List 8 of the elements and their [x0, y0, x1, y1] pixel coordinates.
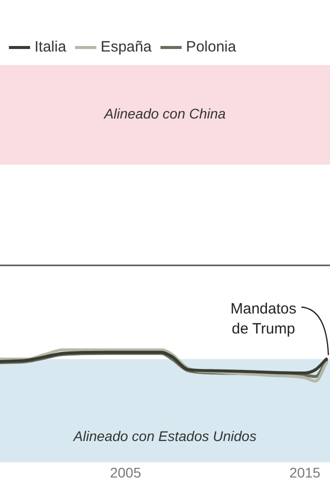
band-label: Alineado con Estados Unidos	[72, 428, 256, 444]
legend-label: Italia	[34, 38, 67, 56]
band-label: Alineado con China	[103, 106, 226, 122]
x-tick-label: 2005	[110, 464, 142, 480]
annotation: Mandatos de Trump	[230, 300, 296, 338]
legend-label: Polonia	[186, 38, 237, 56]
legend-label: España	[100, 38, 152, 56]
x-tick-label: 2015	[289, 464, 321, 480]
